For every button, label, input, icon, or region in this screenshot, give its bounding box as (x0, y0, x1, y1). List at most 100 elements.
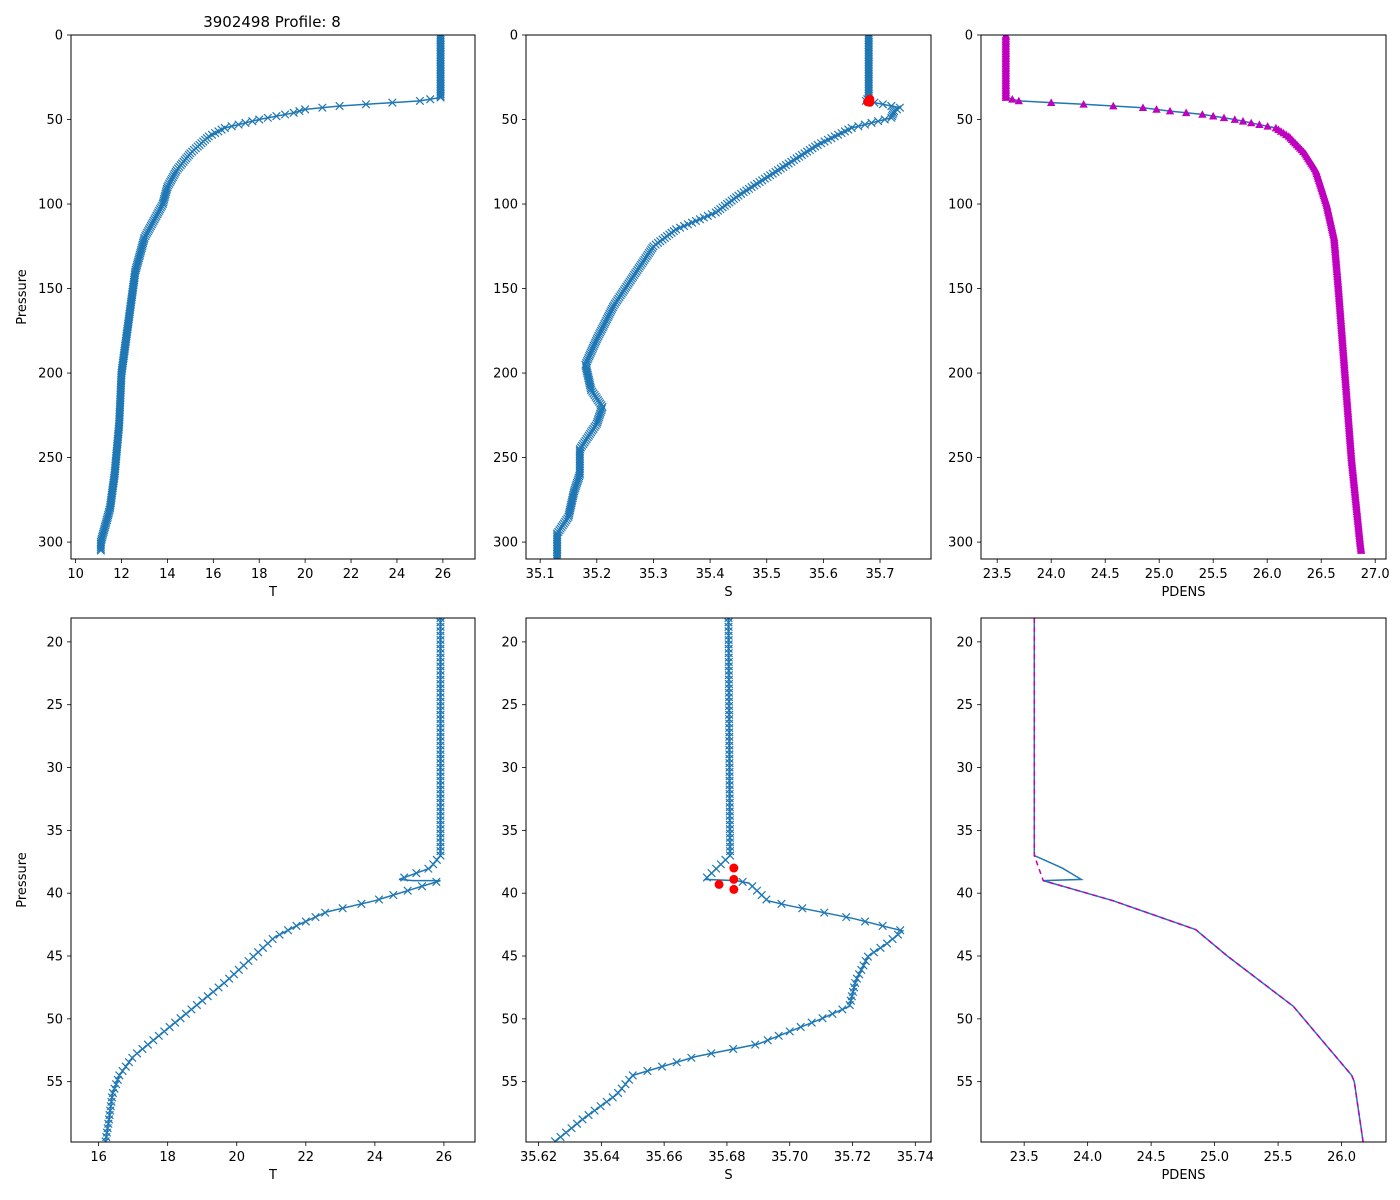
y-tick-label: 50 (956, 113, 973, 128)
x-tick-label: 35.5 (752, 567, 781, 582)
data-point (878, 100, 888, 109)
data-point (583, 372, 593, 381)
x-tick-label: 35.66 (646, 1150, 683, 1165)
flagged-point (714, 879, 724, 889)
data-point (581, 362, 591, 371)
data-point (602, 1097, 611, 1107)
data-point (424, 864, 433, 873)
data-point (160, 1027, 169, 1036)
data-point (426, 95, 435, 104)
data-point (374, 895, 384, 904)
data-point (1182, 108, 1191, 117)
data-point (565, 509, 574, 518)
data-point (1356, 546, 1366, 554)
data-point (154, 1031, 164, 1041)
data-point (113, 1075, 122, 1085)
data-point (845, 1000, 854, 1010)
data-point (873, 116, 883, 126)
y-tick-label: 30 (956, 761, 973, 776)
data-point (888, 934, 897, 944)
x-tick-label: 24.0 (1073, 1150, 1102, 1165)
data-point (203, 992, 212, 1001)
x-tick-label: 24 (367, 1150, 384, 1165)
data-point (399, 873, 409, 882)
data-point (170, 1018, 180, 1027)
x-tick-label: 35.1 (526, 567, 555, 582)
y-tick-label: 55 (956, 1075, 973, 1090)
data-point (583, 370, 592, 379)
y-tick-label: 50 (501, 113, 518, 128)
x-tick-label: 35.4 (696, 567, 725, 582)
y-tick-label: 40 (501, 887, 518, 902)
data-point (702, 873, 712, 882)
pdens-zoom-plot-area (1033, 618, 1364, 1142)
data-point (568, 492, 578, 501)
data-point (643, 1066, 652, 1076)
data-point (165, 1022, 174, 1032)
data-point (582, 367, 592, 376)
s-full-series-line (556, 35, 902, 559)
data-point (1238, 117, 1248, 125)
data-point (854, 122, 863, 131)
x-tick-label: 35.3 (639, 567, 668, 582)
data-point (289, 108, 298, 117)
data-point (842, 912, 851, 922)
x-tick-label: 16 (90, 1150, 107, 1165)
data-point (412, 868, 421, 878)
data-point (436, 89, 445, 99)
x-tick-label: 35.72 (834, 1150, 871, 1165)
s-zoom-frame (525, 617, 932, 1143)
data-point (214, 983, 223, 992)
y-tick-label: 45 (956, 950, 973, 965)
data-point (567, 497, 577, 506)
figure-title: 3902498 Profile: 8 (203, 13, 341, 31)
data-point (1165, 106, 1175, 115)
x-tick-label: 24 (389, 567, 406, 582)
y-tick-label: 45 (46, 950, 63, 965)
y-tick-label: 250 (948, 451, 973, 466)
data-point (111, 1079, 121, 1089)
x-tick-label: 18 (159, 1150, 176, 1165)
data-point (283, 926, 293, 935)
data-point (896, 926, 905, 935)
data-point (863, 952, 873, 961)
y-tick-label: 50 (956, 1012, 973, 1027)
pdens-full-series-line (1005, 35, 1362, 551)
data-point (867, 118, 876, 128)
data-point (583, 368, 592, 378)
data-point (149, 1035, 158, 1045)
y-tick-label: 50 (501, 1012, 518, 1027)
y-axis-label: Pressure (15, 269, 30, 325)
data-point (880, 115, 889, 124)
y-tick-label: 100 (948, 198, 973, 213)
data-point (338, 904, 347, 913)
data-point (798, 904, 807, 913)
data-point (568, 495, 577, 505)
data-point (584, 1110, 593, 1120)
x-axis-label: PDENS (1161, 1168, 1205, 1183)
x-tick-label: 20 (228, 1150, 245, 1165)
x-tick-label: 26.0 (1327, 1150, 1356, 1165)
y-tick-label: 150 (948, 282, 973, 297)
data-point (572, 1119, 582, 1129)
data-point (838, 1005, 847, 1014)
data-point (585, 378, 594, 388)
data-point (389, 890, 398, 900)
data-point (763, 1035, 772, 1045)
x-tick-label: 26 (436, 1150, 453, 1165)
data-point (275, 930, 284, 939)
x-tick-label: 26.0 (1253, 567, 1282, 582)
data-point (578, 1115, 587, 1124)
y-tick-label: 35 (956, 824, 973, 839)
x-tick-label: 16 (205, 567, 222, 582)
data-point (241, 118, 250, 128)
data-point (1198, 110, 1207, 118)
data-point (585, 380, 595, 390)
x-tick-label: 23.5 (983, 567, 1012, 582)
x-tick-label: 35.62 (520, 1150, 557, 1165)
x-tick-label: 25.0 (1145, 567, 1174, 582)
x-tick-label: 12 (113, 567, 130, 582)
data-point (415, 96, 425, 106)
t-full-frame (70, 34, 476, 560)
data-point (417, 882, 427, 891)
